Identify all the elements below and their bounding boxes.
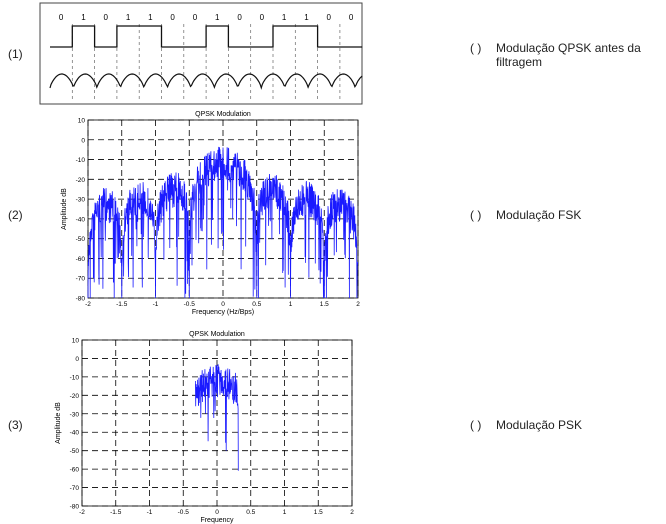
- x-tick-label: 0.5: [246, 509, 255, 516]
- x-tick-label: 1: [283, 509, 287, 516]
- y-tick-label: -50: [76, 236, 86, 243]
- bit-label: 1: [126, 13, 131, 22]
- bit-label: 0: [237, 13, 242, 22]
- y-tick-label: -20: [70, 393, 80, 400]
- y-tick-label: -70: [70, 485, 80, 492]
- y-tick-label: -40: [76, 216, 86, 223]
- figure1-frame: [39, 2, 363, 105]
- x-tick-label: -1.5: [110, 509, 122, 516]
- x-tick-label: 0: [221, 301, 225, 308]
- option: ( ) Modulação QPSK antes da filtragem: [470, 41, 666, 69]
- y-tick-label: -40: [70, 430, 80, 437]
- y-tick-label: -10: [76, 157, 86, 164]
- y-tick-label: -30: [70, 411, 80, 418]
- bit-label: 0: [59, 13, 64, 22]
- y-tick-label: -20: [76, 177, 86, 184]
- x-tick-label: -1.5: [116, 301, 128, 308]
- shaped-waveform: [49, 73, 363, 90]
- bit-label: 0: [349, 13, 354, 22]
- bit-label: 1: [81, 13, 86, 22]
- paren: ( ): [470, 418, 482, 432]
- bit-label: 1: [148, 13, 153, 22]
- bit-label: 0: [327, 13, 332, 22]
- x-tick-label: -1: [147, 509, 153, 516]
- y-tick-label: 0: [81, 137, 85, 144]
- option-text: Modulação QPSK antes da filtragem: [496, 41, 641, 69]
- x-tick-label: 1: [289, 301, 293, 308]
- option: ( ) Modulação PSK: [470, 418, 666, 432]
- bit-waveform: [50, 25, 363, 48]
- x-tick-label: -0.5: [178, 509, 190, 516]
- spectrum: [195, 364, 239, 471]
- bit-label: 0: [170, 13, 175, 22]
- x-tick-label: -1: [153, 301, 159, 308]
- item-number: (2): [8, 208, 23, 222]
- y-tick-label: 0: [75, 356, 79, 363]
- x-tick-label: 1.5: [320, 301, 329, 308]
- option-text: Modulação FSK: [496, 208, 582, 222]
- y-tick-label: -50: [70, 448, 80, 455]
- item-number: (1): [8, 47, 23, 61]
- spectrum: [87, 146, 359, 299]
- y-axis-label: Amplitude dB: [61, 188, 68, 230]
- bit-label: 0: [104, 13, 109, 22]
- x-tick-label: -2: [85, 301, 91, 308]
- x-axis-label: Frequency (Hz/Bps): [192, 309, 254, 316]
- x-tick-label: -0.5: [184, 301, 196, 308]
- y-tick-label: -70: [76, 276, 86, 283]
- bit-label: 1: [304, 13, 309, 22]
- x-tick-label: 1.5: [314, 509, 323, 516]
- x-tick-label: 2: [356, 301, 360, 308]
- x-tick-label: 0.5: [252, 301, 261, 308]
- plot-title: QPSK Modulation: [195, 111, 251, 118]
- y-tick-label: -10: [70, 374, 80, 381]
- y-tick-label: -80: [70, 504, 80, 511]
- y-tick-label: -60: [76, 256, 86, 263]
- y-tick-label: -80: [76, 296, 86, 303]
- paren: ( ): [470, 208, 482, 222]
- plot-title: QPSK Modulation: [189, 331, 245, 338]
- x-axis-label: Frequency: [200, 517, 234, 524]
- option: ( ) Modulação FSK: [470, 208, 666, 222]
- bit-label: 0: [260, 13, 265, 22]
- bit-label: 0: [193, 13, 198, 22]
- x-tick-label: 2: [350, 509, 354, 516]
- item-number: (3): [8, 418, 23, 432]
- axes-frame: [81, 339, 353, 507]
- paren: ( ): [470, 41, 482, 55]
- bit-label: 1: [215, 13, 220, 22]
- y-tick-label: 10: [78, 118, 86, 125]
- y-axis-label: Amplitude dB: [55, 402, 62, 444]
- option-text: Modulação PSK: [496, 418, 583, 432]
- y-tick-label: -30: [76, 197, 86, 204]
- axes-frame: [87, 119, 359, 299]
- x-tick-label: 0: [215, 509, 219, 516]
- x-tick-label: -2: [79, 509, 85, 516]
- y-tick-label: 10: [72, 338, 80, 345]
- y-tick-label: -60: [70, 467, 80, 474]
- bit-label: 1: [282, 13, 287, 22]
